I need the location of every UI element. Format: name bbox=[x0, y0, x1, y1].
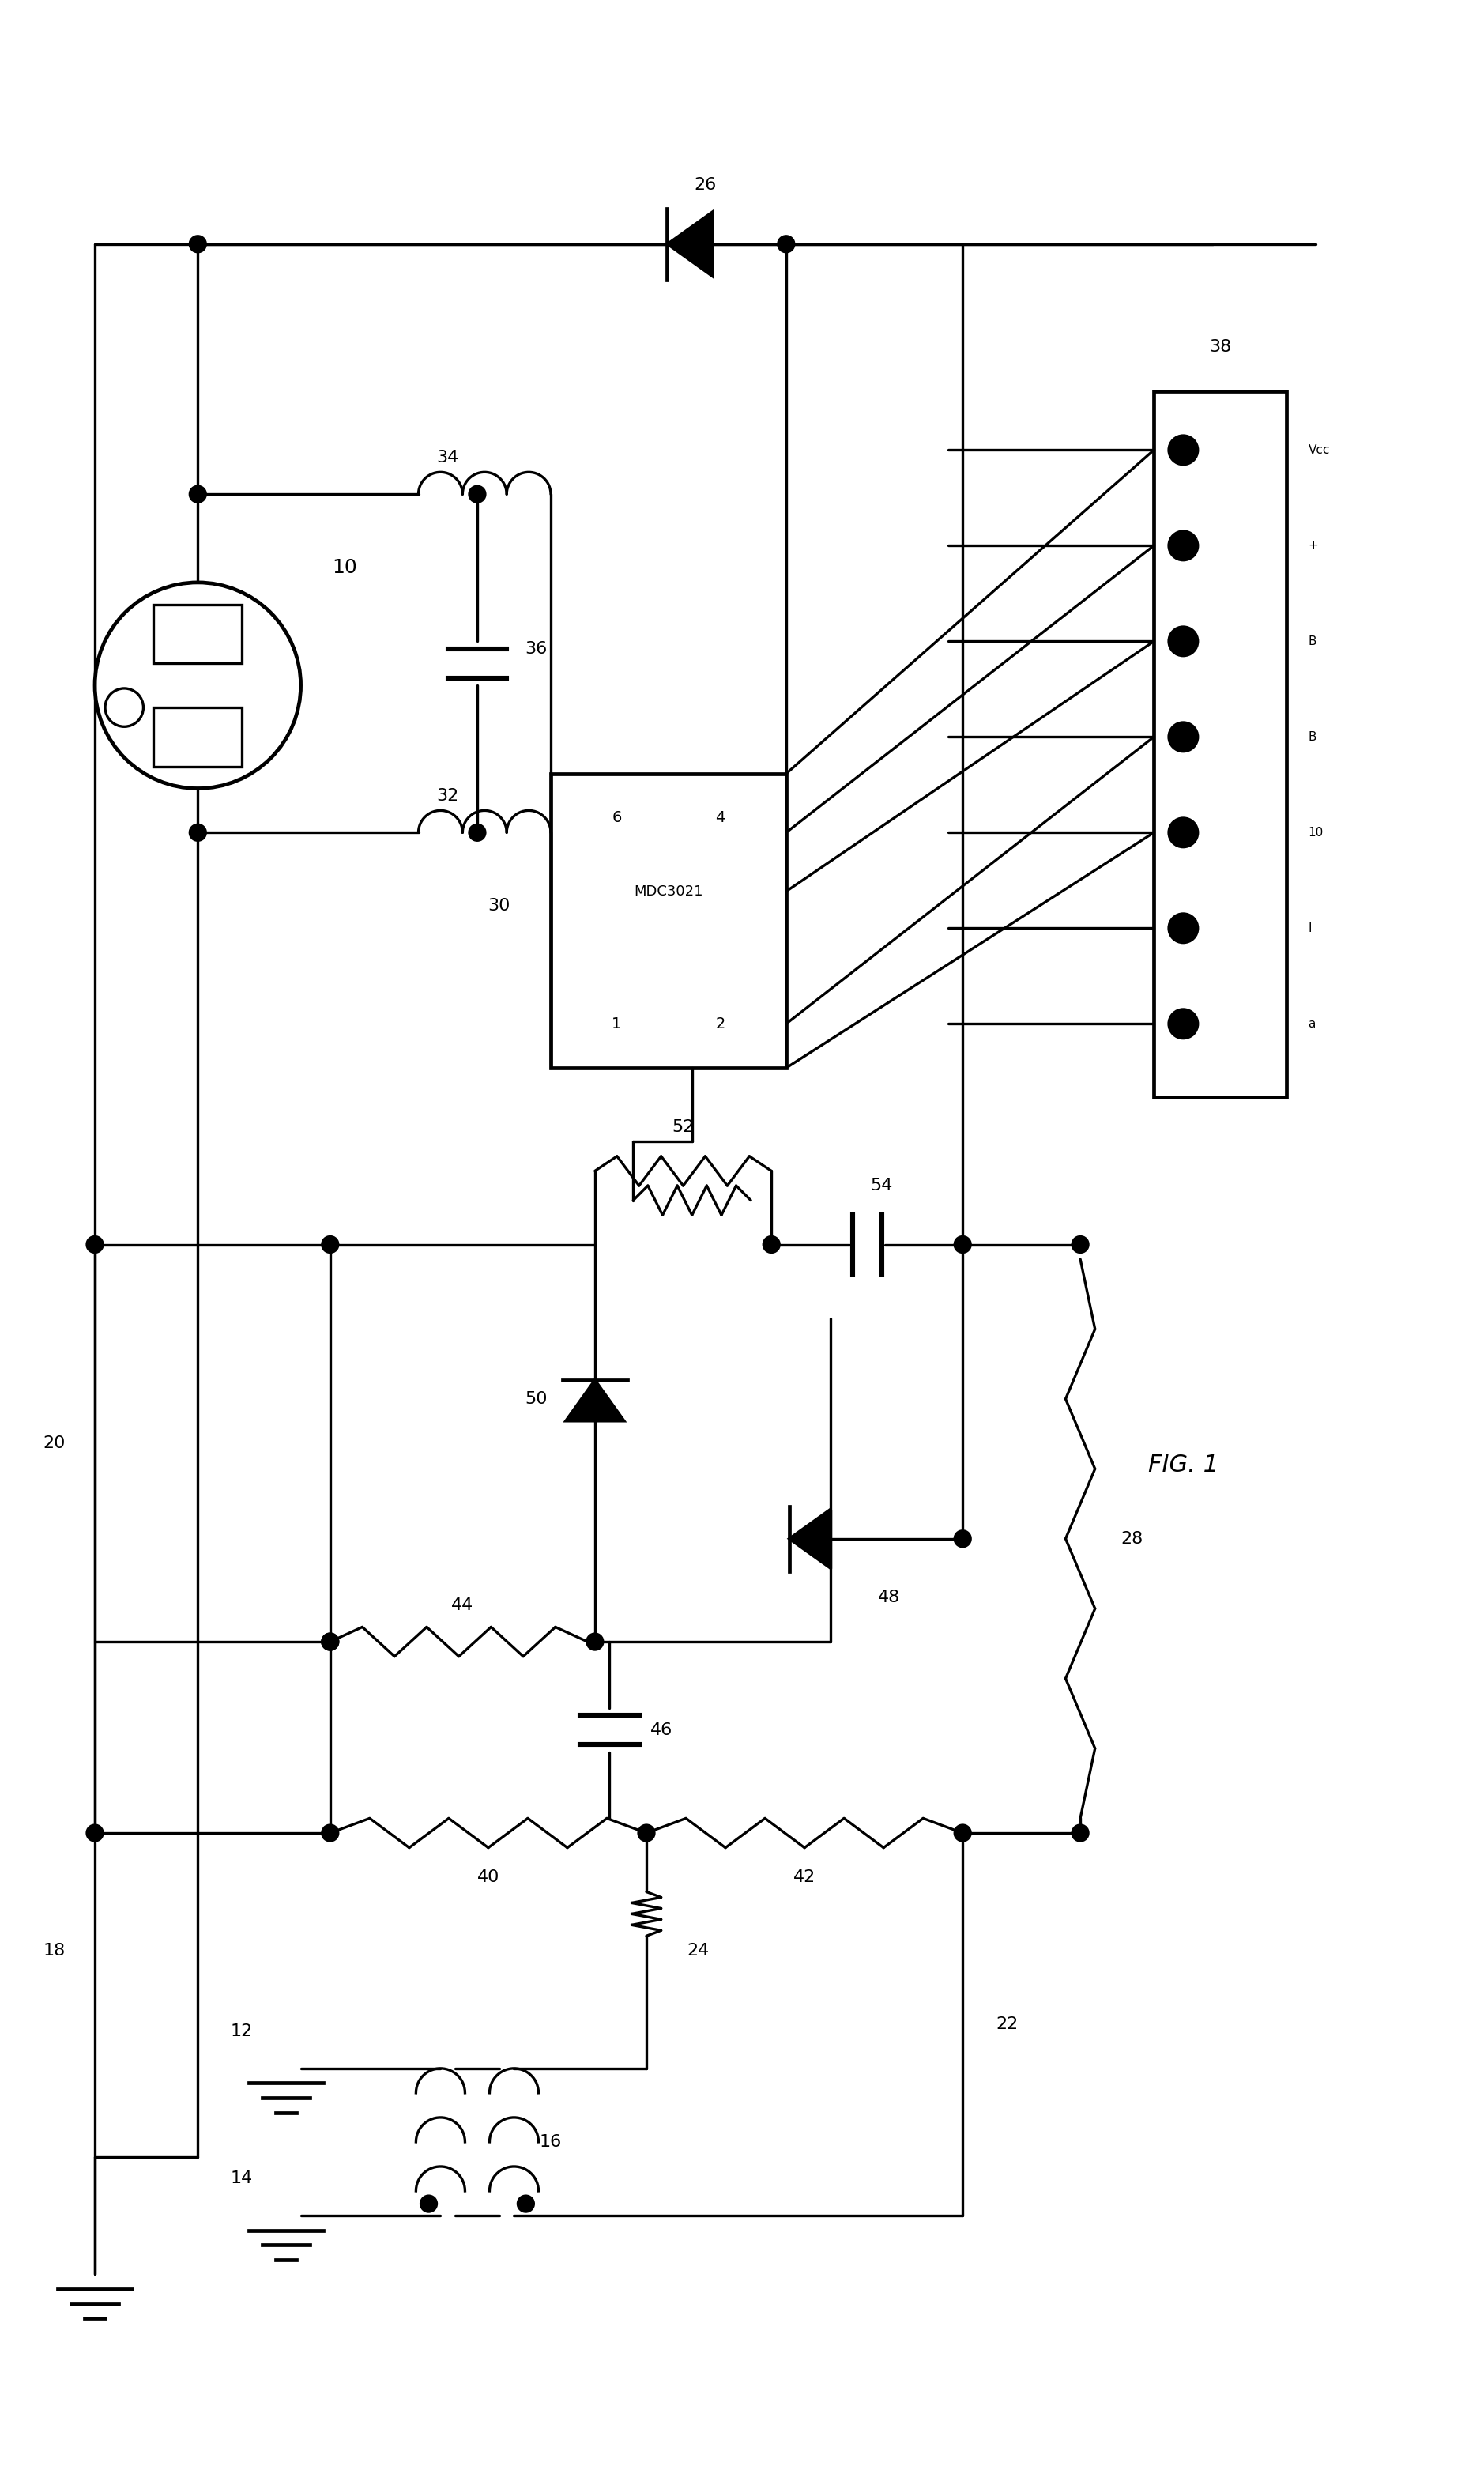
Bar bbox=[154, 605, 242, 665]
Circle shape bbox=[1168, 1008, 1198, 1038]
Text: 10: 10 bbox=[332, 558, 358, 577]
Text: 28: 28 bbox=[1120, 1531, 1143, 1546]
Polygon shape bbox=[565, 1379, 625, 1421]
Circle shape bbox=[1168, 722, 1198, 752]
Circle shape bbox=[322, 1633, 338, 1650]
Text: 50: 50 bbox=[525, 1391, 548, 1406]
Circle shape bbox=[469, 824, 485, 841]
Text: MDC3021: MDC3021 bbox=[634, 884, 703, 899]
Text: B: B bbox=[1309, 732, 1316, 742]
Text: Vcc: Vcc bbox=[1309, 443, 1330, 455]
Circle shape bbox=[1168, 436, 1198, 465]
Circle shape bbox=[954, 1531, 971, 1546]
Bar bbox=[1155, 391, 1287, 1098]
Text: 46: 46 bbox=[650, 1722, 672, 1737]
Circle shape bbox=[1168, 913, 1198, 943]
Circle shape bbox=[322, 1237, 338, 1252]
Text: +: + bbox=[1309, 540, 1318, 553]
Circle shape bbox=[420, 2195, 436, 2213]
Text: I: I bbox=[1309, 923, 1312, 933]
Polygon shape bbox=[789, 1508, 830, 1568]
Text: 10: 10 bbox=[1309, 826, 1324, 839]
Text: B: B bbox=[1309, 635, 1316, 647]
Text: 2: 2 bbox=[715, 1016, 726, 1030]
Circle shape bbox=[954, 1237, 971, 1252]
Text: 20: 20 bbox=[43, 1436, 65, 1451]
Circle shape bbox=[190, 824, 206, 841]
Circle shape bbox=[954, 1824, 971, 1842]
Bar bbox=[154, 707, 242, 767]
Text: 32: 32 bbox=[436, 789, 459, 804]
Circle shape bbox=[763, 1237, 779, 1252]
Circle shape bbox=[1168, 627, 1198, 657]
Circle shape bbox=[638, 1824, 654, 1842]
Circle shape bbox=[322, 1824, 338, 1842]
Circle shape bbox=[190, 236, 206, 251]
Circle shape bbox=[1073, 1237, 1088, 1252]
Circle shape bbox=[1168, 530, 1198, 560]
Text: 30: 30 bbox=[488, 899, 510, 913]
Text: 18: 18 bbox=[43, 1944, 65, 1959]
Text: 1: 1 bbox=[611, 1016, 622, 1030]
Circle shape bbox=[469, 485, 485, 503]
Text: FIG. 1: FIG. 1 bbox=[1149, 1454, 1218, 1476]
Circle shape bbox=[586, 1633, 603, 1650]
Circle shape bbox=[778, 236, 794, 251]
Text: 34: 34 bbox=[436, 451, 459, 465]
Text: 52: 52 bbox=[672, 1120, 695, 1135]
Text: 12: 12 bbox=[230, 2024, 254, 2038]
Text: 14: 14 bbox=[230, 2170, 254, 2188]
Text: 38: 38 bbox=[1209, 339, 1232, 356]
Text: 6: 6 bbox=[611, 811, 622, 826]
Circle shape bbox=[86, 1824, 102, 1842]
Text: 24: 24 bbox=[687, 1944, 709, 1959]
Text: 36: 36 bbox=[525, 640, 548, 657]
Circle shape bbox=[322, 1633, 338, 1650]
Text: 42: 42 bbox=[794, 1869, 816, 1884]
Text: a: a bbox=[1309, 1018, 1316, 1030]
Circle shape bbox=[1073, 1824, 1088, 1842]
Bar bbox=[551, 774, 787, 1068]
Circle shape bbox=[190, 485, 206, 503]
Text: 22: 22 bbox=[996, 2016, 1018, 2031]
Text: 4: 4 bbox=[715, 811, 726, 826]
Circle shape bbox=[1168, 819, 1198, 846]
Text: 54: 54 bbox=[871, 1177, 893, 1195]
Text: 48: 48 bbox=[879, 1590, 901, 1605]
Polygon shape bbox=[668, 212, 712, 276]
Text: 16: 16 bbox=[540, 2133, 562, 2150]
Text: 44: 44 bbox=[451, 1598, 473, 1613]
Text: 26: 26 bbox=[695, 177, 717, 194]
Text: 40: 40 bbox=[476, 1869, 500, 1884]
Circle shape bbox=[518, 2195, 534, 2213]
Circle shape bbox=[86, 1237, 102, 1252]
